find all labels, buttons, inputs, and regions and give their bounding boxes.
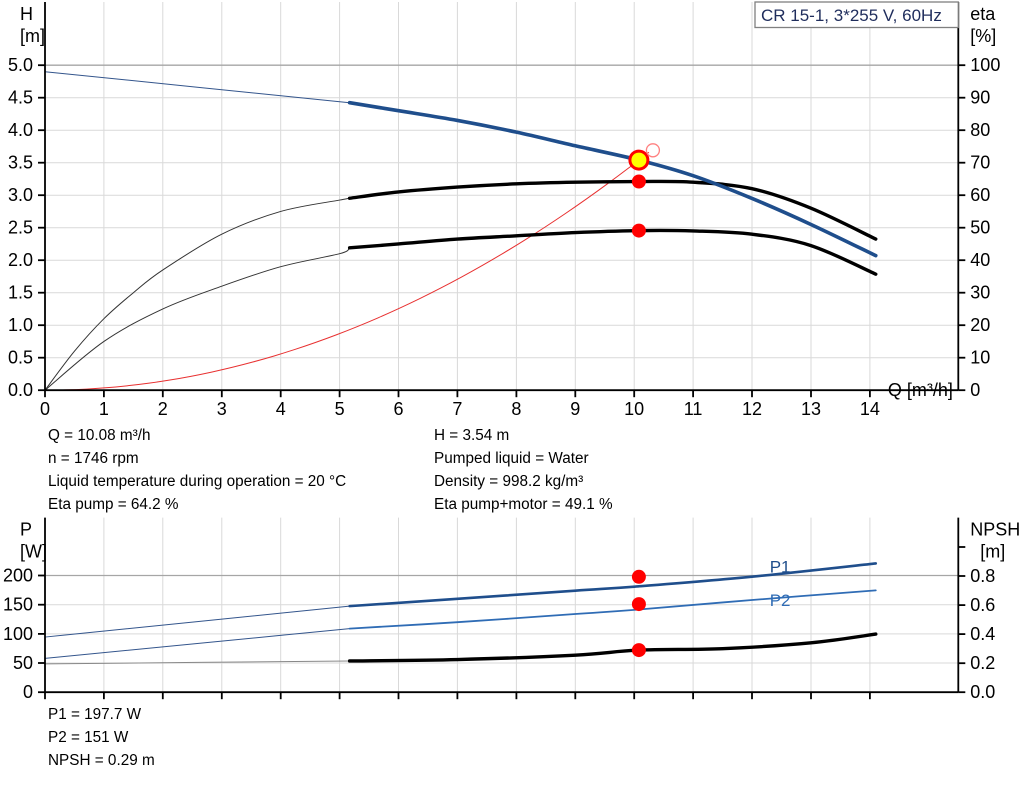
svg-text:6: 6: [393, 399, 403, 419]
svg-text:0: 0: [23, 682, 33, 702]
svg-text:20: 20: [970, 315, 990, 335]
svg-text:0.8: 0.8: [970, 566, 995, 586]
svg-text:2.5: 2.5: [8, 218, 33, 238]
svg-text:7: 7: [452, 399, 462, 419]
svg-text:1.5: 1.5: [8, 283, 33, 303]
svg-text:12: 12: [742, 399, 762, 419]
svg-text:150: 150: [3, 595, 33, 615]
svg-text:10: 10: [970, 348, 990, 368]
svg-text:0.4: 0.4: [970, 624, 995, 644]
svg-text:4.5: 4.5: [8, 88, 33, 108]
svg-text:4.0: 4.0: [8, 120, 33, 140]
svg-text:1: 1: [99, 399, 109, 419]
svg-text:[m]: [m]: [980, 542, 1005, 562]
svg-text:2: 2: [158, 399, 168, 419]
svg-text:30: 30: [970, 283, 990, 303]
svg-text:40: 40: [970, 250, 990, 270]
svg-text:0.5: 0.5: [8, 348, 33, 368]
svg-text:P2: P2: [770, 591, 791, 610]
svg-text:Q [m³/h]: Q [m³/h]: [888, 380, 953, 400]
svg-text:3.5: 3.5: [8, 153, 33, 173]
svg-text:60: 60: [970, 185, 990, 205]
svg-text:NPSH: NPSH: [970, 520, 1020, 540]
svg-text:P: P: [20, 520, 32, 540]
svg-text:[W]: [W]: [20, 542, 47, 562]
svg-text:[%]: [%]: [970, 26, 996, 46]
svg-text:5.0: 5.0: [8, 55, 33, 75]
svg-text:9: 9: [570, 399, 580, 419]
svg-text:10: 10: [624, 399, 644, 419]
svg-text:P1: P1: [770, 558, 791, 577]
svg-text:200: 200: [3, 566, 33, 586]
svg-text:2.0: 2.0: [8, 250, 33, 270]
svg-text:5: 5: [335, 399, 345, 419]
svg-text:0.2: 0.2: [970, 653, 995, 673]
svg-text:14: 14: [860, 399, 880, 419]
svg-text:80: 80: [970, 120, 990, 140]
svg-text:eta: eta: [970, 4, 996, 24]
svg-text:[m]: [m]: [20, 26, 45, 46]
svg-text:50: 50: [13, 653, 33, 673]
svg-text:0.6: 0.6: [970, 595, 995, 615]
svg-text:100: 100: [3, 624, 33, 644]
svg-text:50: 50: [970, 218, 990, 238]
svg-text:1.0: 1.0: [8, 315, 33, 335]
svg-text:0: 0: [40, 399, 50, 419]
svg-text:H: H: [20, 4, 33, 24]
svg-text:13: 13: [801, 399, 821, 419]
svg-text:100: 100: [970, 55, 1000, 75]
svg-text:3: 3: [217, 399, 227, 419]
svg-text:0.0: 0.0: [970, 682, 995, 702]
svg-text:70: 70: [970, 153, 990, 173]
svg-text:90: 90: [970, 88, 990, 108]
svg-text:3.0: 3.0: [8, 185, 33, 205]
svg-text:11: 11: [684, 399, 703, 419]
svg-text:CR 15-1, 3*255 V, 60Hz: CR 15-1, 3*255 V, 60Hz: [761, 6, 942, 25]
svg-text:4: 4: [276, 399, 286, 419]
svg-text:0.0: 0.0: [8, 380, 33, 400]
svg-text:0: 0: [970, 380, 980, 400]
svg-text:8: 8: [511, 399, 521, 419]
